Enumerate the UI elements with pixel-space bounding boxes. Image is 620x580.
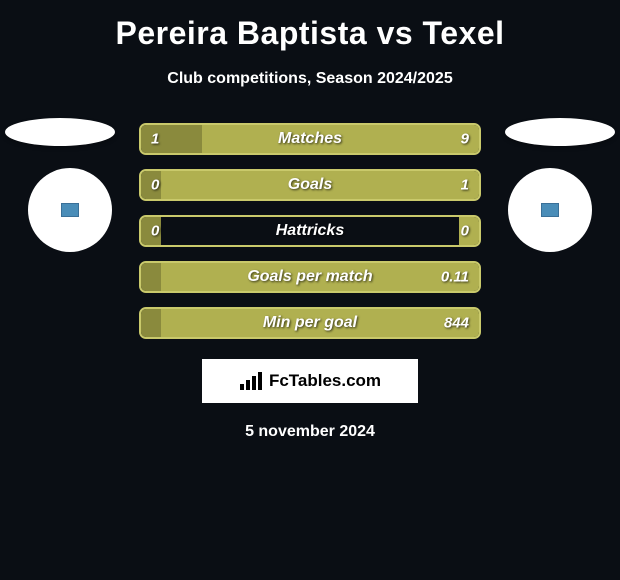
chart-area: 19Matches 01Goals 00Hattricks 0.11Goals per…	[0, 123, 620, 339]
stat-bar: 00Hattricks	[139, 215, 481, 247]
branding-box: FcTables.com	[202, 359, 418, 403]
comparison-bars: 19Matches 01Goals 00Hattricks 0.11Goals per…	[139, 123, 481, 339]
subtitle: Club competitions, Season 2024/2025	[0, 70, 620, 88]
player-right-ellipse	[505, 118, 615, 146]
date-label: 5 november 2024	[0, 423, 620, 441]
brand-chart-icon	[239, 371, 263, 391]
stat-bar: 844Min per goal	[139, 307, 481, 339]
stat-label: Hattricks	[141, 222, 479, 240]
player-left-circle	[28, 168, 112, 252]
player-right-badge-icon	[541, 203, 559, 217]
stat-label: Matches	[141, 130, 479, 148]
player-left-badge-icon	[61, 203, 79, 217]
stat-label: Goals per match	[141, 268, 479, 286]
stat-label: Goals	[141, 176, 479, 194]
stat-bar: 01Goals	[139, 169, 481, 201]
stat-bar: 0.11Goals per match	[139, 261, 481, 293]
stat-bar: 19Matches	[139, 123, 481, 155]
page-title: Pereira Baptista vs Texel	[0, 15, 620, 52]
player-left-ellipse	[5, 118, 115, 146]
player-right-circle	[508, 168, 592, 252]
main-container: Pereira Baptista vs Texel Club competiti…	[0, 0, 620, 451]
brand-label: FcTables.com	[269, 371, 381, 391]
stat-label: Min per goal	[141, 314, 479, 332]
